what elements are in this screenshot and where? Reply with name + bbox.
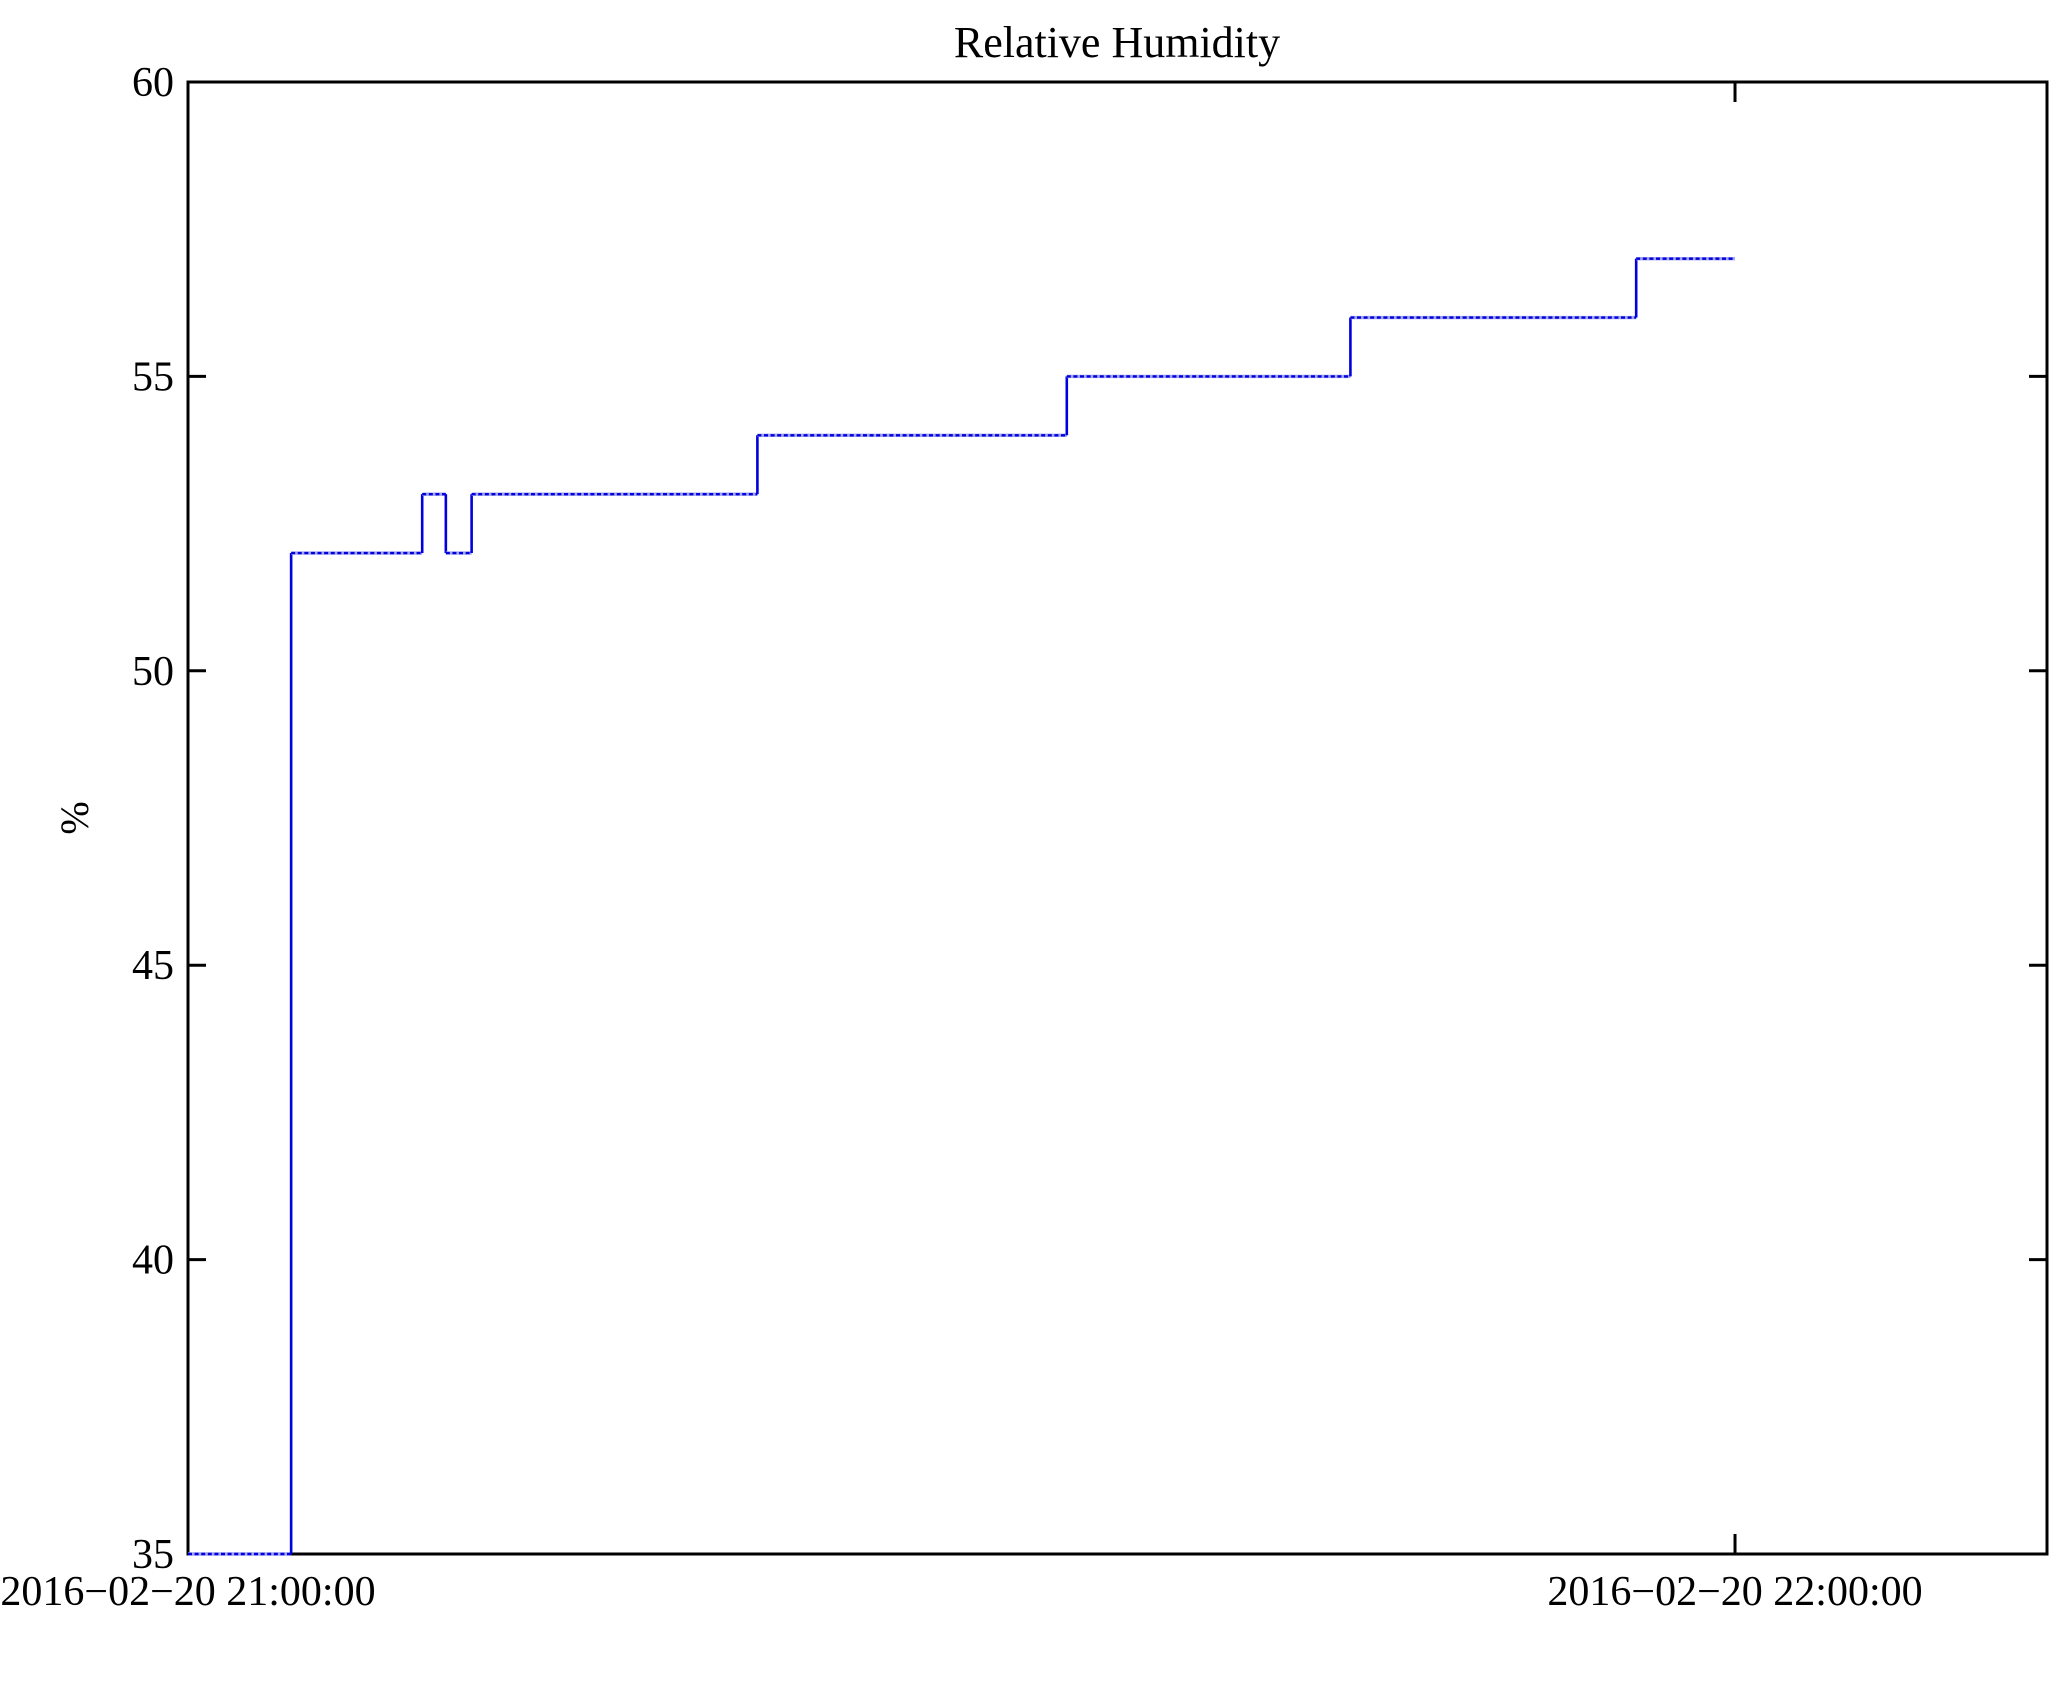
y-tick-label: 50: [132, 649, 174, 695]
x-tick-label: 2016−02−20 21:00:00: [0, 1569, 375, 1615]
y-tick-label: 40: [132, 1238, 174, 1284]
y-tick-label: 45: [132, 943, 174, 989]
x-tick-label: 2016−02−20 22:00:00: [1547, 1569, 1922, 1615]
y-tick-label: 55: [132, 354, 174, 400]
y-tick-label: 35: [132, 1532, 174, 1578]
plot-area: 35 40 45 50 55 60 2016−02−20 21:00:00 2016−02−2…: [0, 60, 2049, 1615]
chart-title: Relative Humidity: [954, 18, 1280, 67]
y-axis-label: %: [52, 801, 97, 834]
y-tick-label: 60: [132, 60, 174, 106]
plot-box: [186, 80, 2049, 1556]
